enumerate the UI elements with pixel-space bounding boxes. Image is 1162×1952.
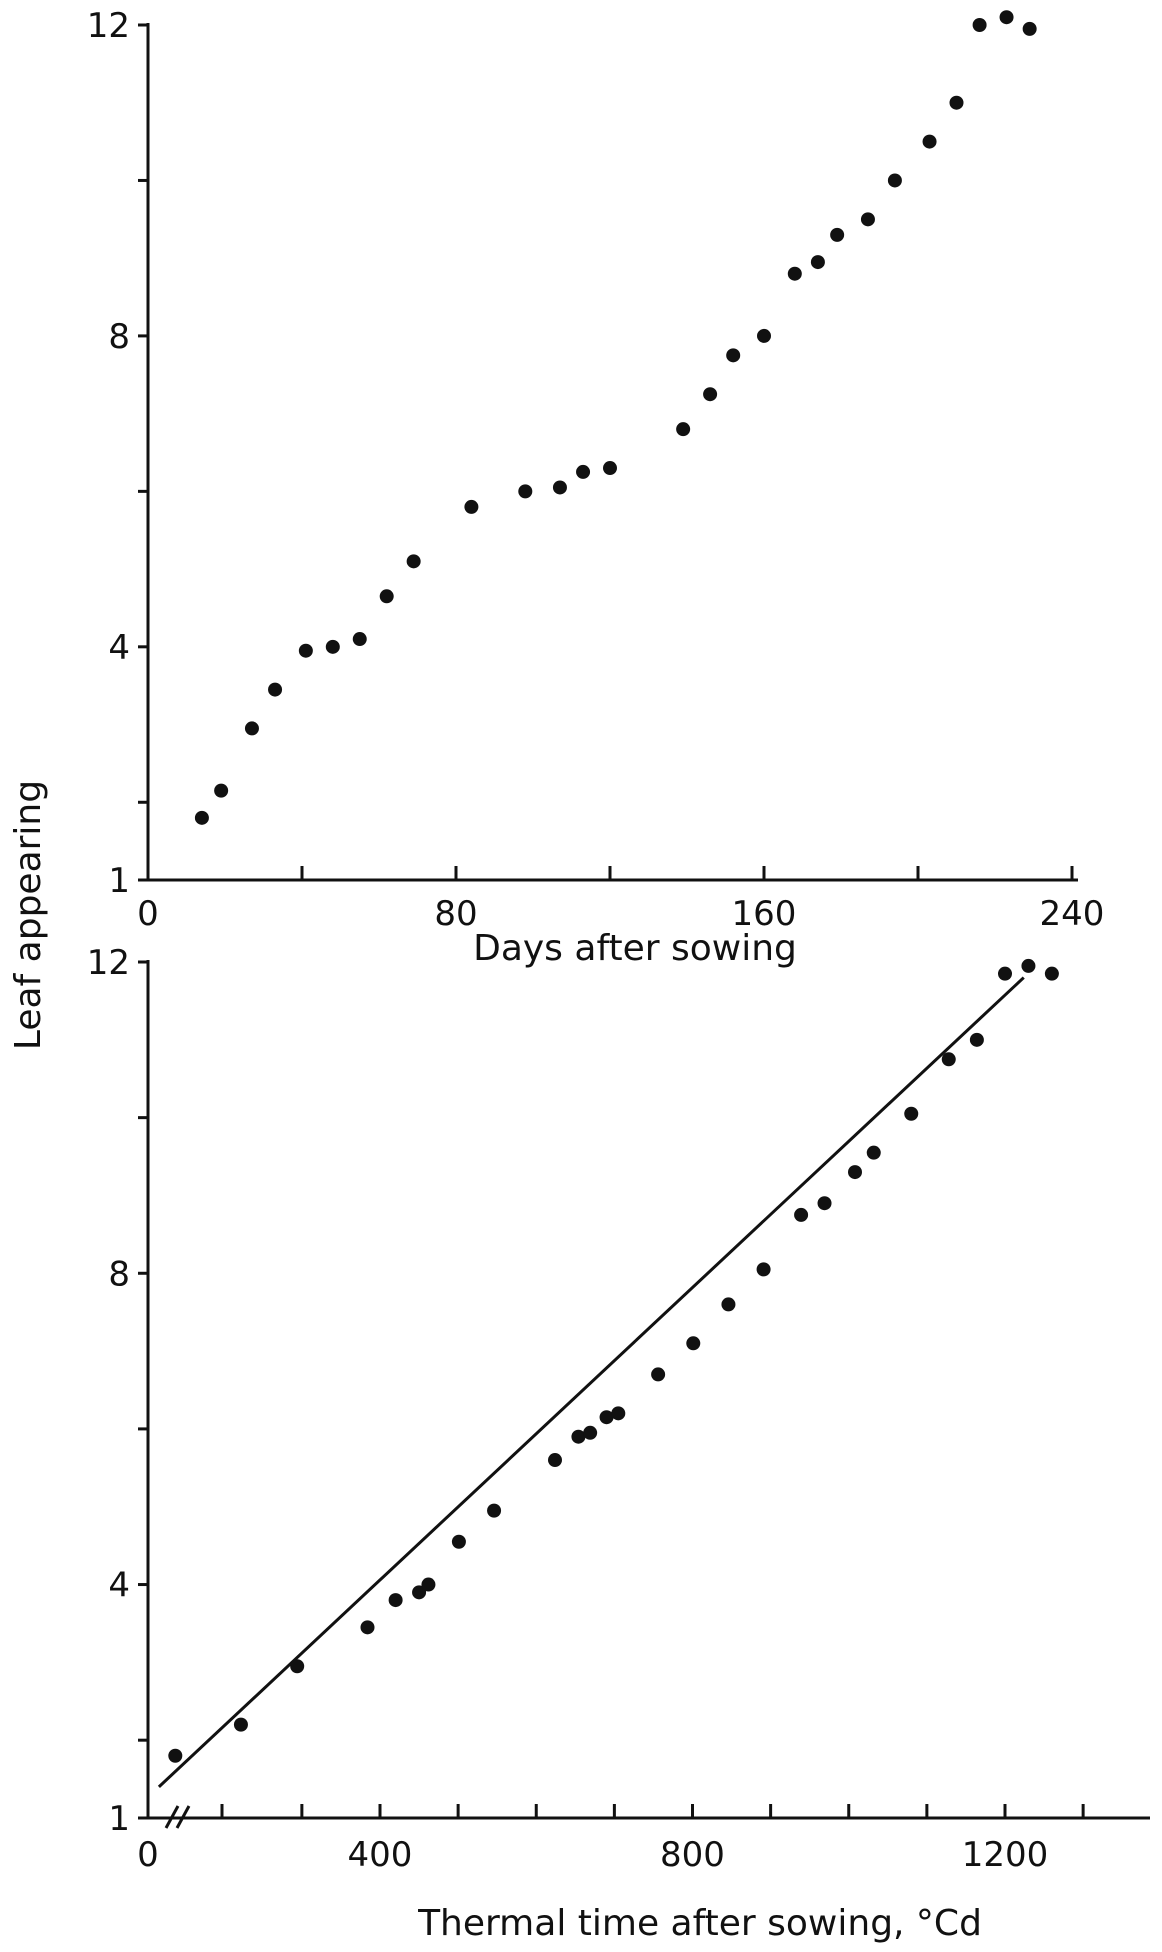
top-data-point (244, 721, 259, 736)
bottom-data-point (1021, 958, 1036, 973)
top-data-point (325, 639, 340, 654)
top-data-point (214, 783, 229, 798)
bottom-data-point (686, 1336, 701, 1351)
top-data-point (518, 484, 533, 499)
bottom-x-axis-label: Thermal time after sowing, °Cd (417, 1903, 982, 1944)
bottom-data-point (548, 1453, 562, 1468)
top-data-point (464, 499, 479, 514)
bottom-ticks: 1 4 8 12 0 400 800 1200 (87, 943, 1085, 1875)
top-data-point (922, 134, 937, 149)
bottom-data-point (599, 1410, 614, 1425)
bottom-data-point (290, 1659, 305, 1674)
x-axis-break-mark (164, 1805, 191, 1829)
top-x-tick-label-0: 0 (137, 894, 159, 934)
regression-line (157, 976, 1025, 1788)
top-y-tick-label-12: 12 (87, 6, 130, 46)
bottom-data-point (360, 1620, 375, 1635)
top-y-tick-label-4: 4 (108, 628, 130, 668)
top-x-tick-label-80: 80 (434, 894, 477, 934)
bot-y-tick-label-8: 8 (108, 1254, 130, 1294)
top-data-point (268, 682, 283, 697)
bottom-data-point (651, 1367, 666, 1382)
bottom-data-point (388, 1593, 403, 1608)
bottom-data-points (168, 958, 1059, 1763)
top-data-points (194, 10, 1037, 825)
top-y-tick-label-1: 1 (108, 861, 130, 901)
bottom-data-point (848, 1165, 862, 1180)
top-data-point (552, 480, 567, 495)
top-chart-panel: 1 4 8 12 0 80 160 240 Days after sowing (87, 6, 1105, 969)
top-y-tick-label-8: 8 (108, 317, 130, 357)
bottom-data-point (866, 1145, 881, 1160)
top-data-point (757, 328, 771, 343)
bottom-data-point (969, 1032, 984, 1047)
top-x-tick-label-240: 240 (1040, 894, 1105, 934)
top-data-point (298, 643, 313, 658)
top-data-point (703, 387, 718, 402)
bottom-data-point (998, 966, 1012, 981)
top-data-point (972, 18, 987, 32)
top-data-point (194, 810, 209, 825)
top-data-point (949, 95, 964, 110)
bot-y-tick-label-12: 12 (87, 943, 130, 983)
bottom-data-point (571, 1429, 586, 1444)
top-x-tick-label-160: 160 (732, 894, 797, 934)
bottom-data-point (1044, 966, 1059, 981)
axis-break-slash (175, 1805, 191, 1829)
top-ticks: 1 4 8 12 0 80 160 240 (87, 6, 1105, 934)
bottom-data-point (941, 1052, 956, 1067)
top-data-point (379, 589, 394, 604)
top-data-point (352, 632, 367, 647)
bot-y-tick-label-1: 1 (108, 1799, 130, 1839)
top-data-point (999, 10, 1014, 25)
top-data-point (830, 227, 845, 242)
bot-x-tick-label-0: 0 (137, 1835, 159, 1875)
bot-x-tick-label-400: 400 (348, 1835, 413, 1875)
bottom-data-point (487, 1503, 502, 1518)
bot-y-tick-label-4: 4 (108, 1566, 130, 1606)
bottom-chart-panel: 1 4 8 12 0 400 800 1200 Thermal time after sowi… (87, 943, 1150, 1944)
top-data-point (1022, 21, 1037, 36)
bottom-data-point (583, 1425, 598, 1440)
bot-x-tick-label-800: 800 (660, 1835, 725, 1875)
shared-y-axis-label: Leaf appearing (8, 780, 49, 1050)
bottom-data-point (904, 1106, 919, 1121)
bottom-data-point (421, 1577, 436, 1592)
top-data-point (787, 266, 802, 281)
top-x-axis-label: Days after sowing (473, 928, 797, 969)
top-data-point (887, 173, 902, 188)
top-data-point (603, 461, 617, 476)
top-data-point (726, 348, 741, 363)
bottom-data-point (412, 1585, 427, 1600)
top-data-point (576, 464, 591, 479)
bot-x-tick-label-1200: 1200 (962, 1835, 1049, 1875)
top-data-point (406, 554, 421, 569)
bottom-data-point (233, 1717, 248, 1732)
top-data-point (676, 422, 691, 437)
top-data-point (810, 255, 825, 270)
bottom-data-point (168, 1748, 183, 1763)
bottom-data-point (794, 1207, 809, 1222)
bottom-data-point (817, 1196, 832, 1211)
bottom-data-point (451, 1534, 466, 1549)
bottom-data-point (756, 1262, 771, 1277)
bottom-data-point (721, 1297, 736, 1312)
top-data-point (860, 212, 875, 227)
axis-break-slash (164, 1805, 180, 1829)
bottom-data-point (611, 1406, 626, 1421)
